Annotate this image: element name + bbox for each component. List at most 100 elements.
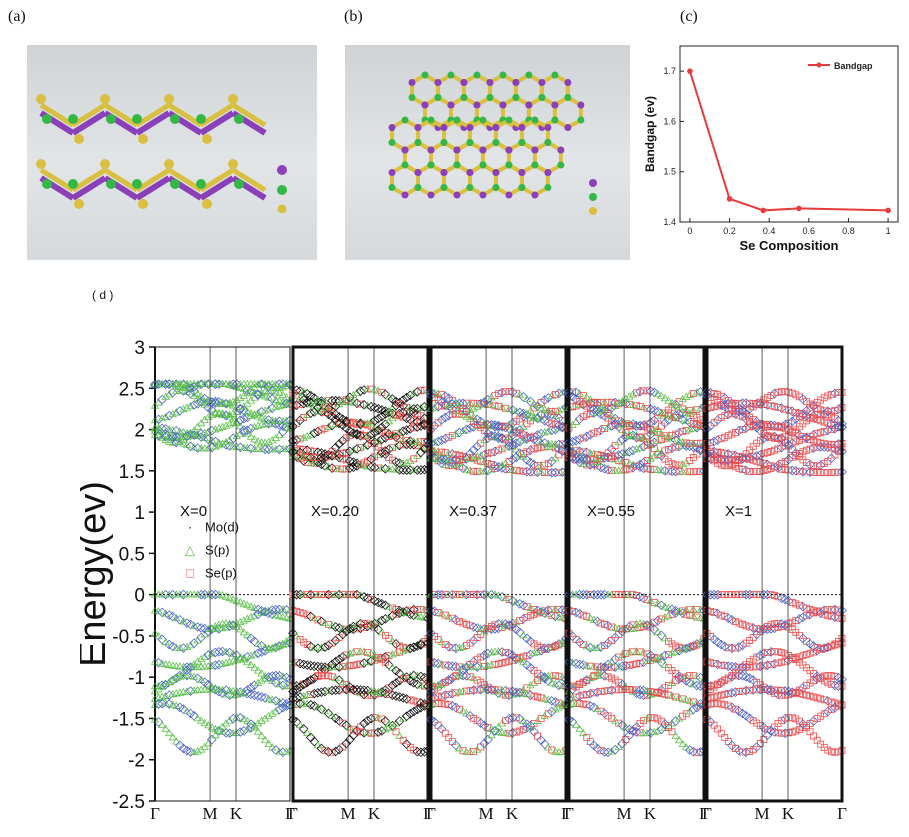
se-marker <box>307 690 315 698</box>
se-marker <box>749 453 757 461</box>
atom <box>544 124 552 131</box>
mo-marker <box>610 744 620 755</box>
s-marker <box>653 436 663 444</box>
mo-marker <box>571 394 581 404</box>
s-marker <box>642 686 652 694</box>
se-marker <box>445 690 453 698</box>
mo-marker <box>316 455 327 466</box>
mo-marker <box>741 685 751 696</box>
mo-marker <box>373 413 384 424</box>
s-marker <box>352 620 362 628</box>
se-marker <box>480 662 488 670</box>
s-marker <box>310 613 319 622</box>
se-marker <box>746 446 754 454</box>
s-marker <box>193 389 202 397</box>
mo-marker <box>638 457 649 468</box>
s-marker <box>671 401 680 409</box>
mo-marker <box>635 459 645 470</box>
se-marker <box>792 438 800 446</box>
mo-marker <box>436 458 447 469</box>
mo-marker <box>189 638 199 648</box>
mo-marker <box>599 411 610 421</box>
se-marker <box>586 738 594 745</box>
mo-marker <box>305 611 316 622</box>
se-marker <box>353 421 361 428</box>
legend-atom-se <box>589 207 597 215</box>
s-marker <box>625 459 634 467</box>
s-marker <box>182 642 192 650</box>
atom <box>414 169 422 176</box>
mo-marker <box>267 386 278 396</box>
s-marker <box>175 437 185 445</box>
mo-marker <box>394 675 405 686</box>
s-marker <box>175 590 185 598</box>
s-marker <box>165 437 174 445</box>
bond <box>71 110 107 136</box>
s-marker <box>179 432 188 440</box>
hexagon-ring <box>493 162 524 198</box>
se-marker <box>668 460 676 468</box>
mo-marker <box>313 426 323 437</box>
atom <box>473 101 481 109</box>
y-tick-label: 0 <box>134 586 145 607</box>
mo-marker <box>380 446 391 456</box>
top-view-atoms <box>388 71 597 215</box>
s-marker <box>682 405 691 413</box>
atom <box>466 184 474 191</box>
s-marker <box>303 699 312 707</box>
mo-marker <box>822 406 833 417</box>
s-marker <box>554 612 564 621</box>
se-marker <box>339 663 347 671</box>
se-marker <box>767 433 775 441</box>
mo-marker <box>730 662 741 672</box>
se-marker <box>831 422 839 429</box>
se-marker <box>735 464 743 472</box>
se-marker <box>721 433 729 441</box>
atom <box>479 116 487 124</box>
se-marker <box>831 451 839 459</box>
s-marker <box>313 590 323 598</box>
s-marker <box>657 391 666 399</box>
se-marker <box>296 400 304 408</box>
s-marker <box>529 678 539 686</box>
se-marker <box>724 702 732 710</box>
s-marker <box>409 389 418 397</box>
atom <box>577 101 585 109</box>
atom <box>473 71 481 79</box>
se-marker <box>710 396 718 404</box>
mo-marker <box>309 701 320 711</box>
s-marker <box>660 394 670 402</box>
s-marker <box>196 654 206 663</box>
se-marker <box>647 465 655 473</box>
se-marker <box>487 623 495 630</box>
s-marker <box>558 404 567 413</box>
atom <box>466 124 474 131</box>
mo-marker <box>751 416 762 427</box>
mo-marker <box>157 394 167 405</box>
se-marker <box>551 672 559 680</box>
atom <box>551 71 559 79</box>
atom <box>505 146 513 154</box>
s-marker <box>218 439 227 447</box>
se-marker <box>597 619 605 627</box>
s-marker <box>696 422 705 430</box>
mo-marker <box>175 406 185 416</box>
se-marker <box>753 468 761 476</box>
mo-marker <box>185 388 196 399</box>
s-marker <box>157 659 167 667</box>
mo-marker <box>610 654 620 665</box>
s-marker <box>674 436 684 445</box>
mo-marker <box>734 426 744 436</box>
se-marker <box>778 388 786 396</box>
se-marker <box>618 686 626 694</box>
se-marker <box>576 398 584 405</box>
atom <box>499 71 507 79</box>
se-marker <box>353 661 361 669</box>
se-marker <box>583 690 591 698</box>
mo-marker <box>295 386 305 396</box>
mo-marker <box>660 719 670 729</box>
mo-marker <box>787 406 798 417</box>
atom <box>164 94 174 104</box>
s-marker <box>225 410 234 418</box>
kpath-label: Γ <box>423 804 433 823</box>
